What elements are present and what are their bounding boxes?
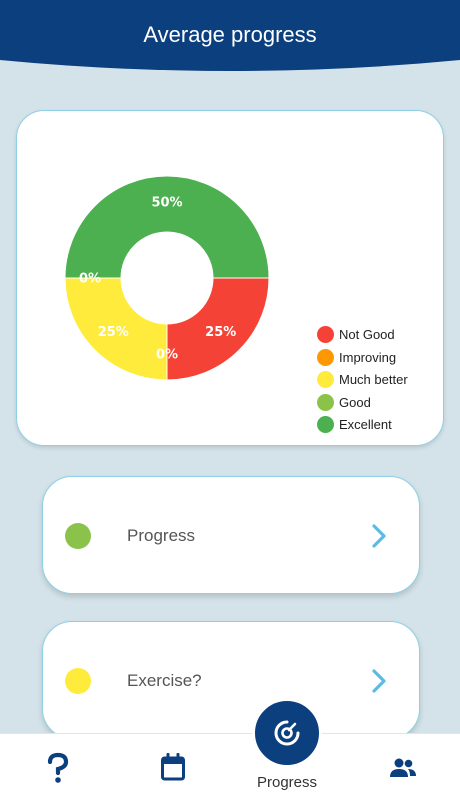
legend-item: Improving [317, 347, 437, 368]
legend-swatch [317, 326, 334, 343]
legend-item: Excellent [317, 414, 437, 435]
slice-much-better [64, 277, 168, 381]
progress-status-dot [65, 523, 91, 549]
legend-label: Much better [339, 372, 408, 387]
legend-swatch [317, 348, 334, 366]
chevron-right-icon [372, 524, 386, 548]
slice-label-excellent: 50% [151, 196, 182, 211]
exercise-status-dot [65, 668, 91, 694]
progress-fab-button[interactable] [252, 698, 322, 768]
slice-label-much-better: 25% [98, 325, 129, 340]
page-title: Average progress [143, 22, 317, 47]
legend-swatch [317, 416, 334, 433]
bottom-navigation [0, 733, 460, 801]
legend-swatch [317, 393, 334, 411]
chart-card: 25% 0% 25% 0% 50% Not Good Improving Much bett… [16, 110, 444, 446]
legend-item: Good [317, 392, 437, 413]
progress-tab-label: Progress [256, 774, 318, 791]
chevron-right-icon [372, 669, 386, 693]
calendar-icon [161, 753, 185, 781]
slice-label-good: 0% [79, 272, 101, 287]
slice-label-not-good: 25% [205, 325, 236, 340]
header: Average progress [0, 0, 460, 75]
progress-icon [274, 720, 300, 746]
help-icon [47, 752, 69, 783]
legend-item: Not Good [317, 324, 437, 345]
donut-chart: 25% 0% 25% 0% 50% [64, 175, 270, 381]
legend-label: Good [339, 394, 371, 410]
legend-swatch [317, 371, 334, 388]
legend-label: Excellent [339, 417, 392, 432]
slice-excellent [64, 175, 270, 279]
progress-card-label: Progress [127, 526, 196, 545]
slice-label-improving: 0% [156, 348, 178, 363]
chart-legend: Not Good Improving Much better Good Excellen… [317, 324, 437, 437]
progress-card[interactable]: Progress [42, 476, 420, 594]
donut-hole [121, 232, 213, 324]
tab-calendar[interactable] [160, 752, 186, 787]
exercise-card-label: Exercise? [127, 671, 202, 690]
exercise-card[interactable]: Exercise? [42, 621, 420, 739]
tab-people[interactable] [389, 758, 417, 783]
legend-item: Much better [317, 369, 437, 390]
legend-label: Not Good [339, 327, 395, 342]
people-icon [390, 758, 416, 777]
tab-help[interactable] [44, 752, 72, 789]
legend-label: Improving [339, 349, 397, 365]
header-background [0, 0, 460, 71]
slice-not-good [166, 277, 270, 381]
